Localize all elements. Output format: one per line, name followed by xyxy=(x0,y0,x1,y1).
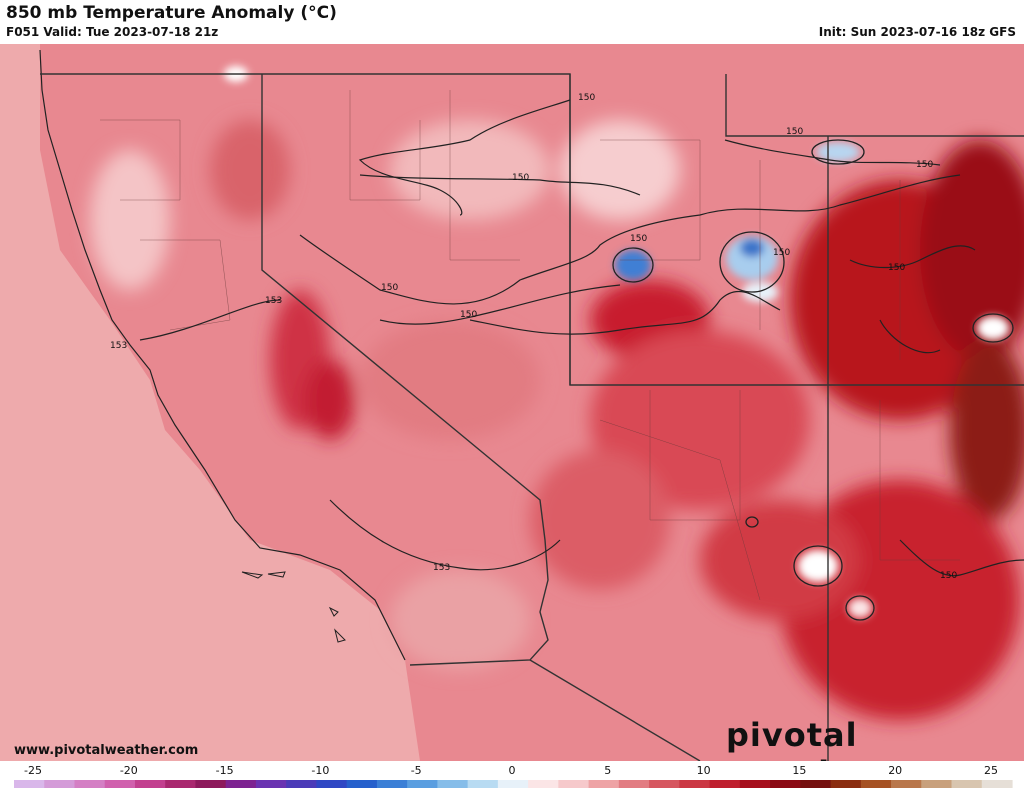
colorbar-swatch xyxy=(981,780,1013,788)
colorbar-tick-label: -25 xyxy=(24,764,42,777)
colorbar-swatch xyxy=(800,780,832,788)
contour-label: 150 xyxy=(786,127,803,137)
colorbar-swatch xyxy=(407,780,438,788)
colorbar-swatch xyxy=(921,780,953,788)
colorbar-swatch xyxy=(951,780,983,788)
channel-islands xyxy=(241,571,346,643)
colorbar-swatch xyxy=(467,780,499,788)
valid-time: F051 Valid: Tue 2023-07-18 21z xyxy=(6,25,219,39)
colorbar-swatch xyxy=(528,780,559,788)
map-title: 850 mb Temperature Anomaly (°C) xyxy=(6,3,337,23)
colorbar-swatch xyxy=(225,780,257,788)
colorbar-swatch xyxy=(376,780,408,788)
colorbar-swatch xyxy=(104,780,136,788)
colorbar-tick-label: 20 xyxy=(888,764,902,777)
colorbar-swatch xyxy=(558,780,590,788)
colorbar-swatch xyxy=(770,780,801,788)
colorbar-tick-label: -10 xyxy=(311,764,329,777)
contour-label: 150 xyxy=(916,160,933,170)
colorbar-tick-label: 15 xyxy=(792,764,806,777)
website-label: www.pivotalweather.com xyxy=(14,743,199,758)
colorbar-svg: -25 -20 -15 -10 -5 0 5 10 15 20 25 xyxy=(14,764,1013,788)
colorbar-swatch xyxy=(286,780,318,788)
map-header: 850 mb Temperature Anomaly (°C) F051 Val… xyxy=(0,0,1024,44)
colorbar-swatch xyxy=(346,780,378,788)
colorbar-swatch xyxy=(44,780,76,788)
colorbar-swatch xyxy=(14,780,45,788)
colorbar-swatch xyxy=(195,780,227,788)
colorbar-swatch xyxy=(316,780,348,788)
colorbar-tick-label: 10 xyxy=(697,764,711,777)
colorbar-tick-label: -5 xyxy=(411,764,422,777)
contour-label: 150 xyxy=(460,310,477,320)
anomaly-map: 150 150 150 150 150 150 150 150 150 153 … xyxy=(0,44,1024,761)
colorbar-tick-label: 0 xyxy=(509,764,516,777)
colorbar-tick-label: -15 xyxy=(216,764,234,777)
colorbar-tick-label: 25 xyxy=(984,764,998,777)
colorbar-tick-label: 5 xyxy=(604,764,611,777)
state-borders xyxy=(40,73,1024,761)
colorbar-swatch xyxy=(134,780,166,788)
colorbar-swatch xyxy=(437,780,469,788)
contour-label: 150 xyxy=(888,263,905,273)
colorbar-swatch xyxy=(739,780,771,788)
colorbar-swatch xyxy=(830,780,862,788)
colorbar-swatch xyxy=(497,780,529,788)
colorbar-swatch xyxy=(255,780,287,788)
colorbar-swatch xyxy=(74,780,106,788)
contour-label-group: 150 150 150 150 150 150 150 150 150 153 … xyxy=(110,93,933,573)
colorbar: -25 -20 -15 -10 -5 0 5 10 15 20 25 xyxy=(0,761,1024,791)
colorbar-swatch xyxy=(588,780,620,788)
colorbar-swatch xyxy=(891,780,922,788)
coastline xyxy=(39,49,406,661)
contour-label: 150 xyxy=(773,248,790,258)
colorbar-swatch xyxy=(860,780,892,788)
closed-contours xyxy=(612,139,1014,621)
colorbar-tick-label: -20 xyxy=(120,764,138,777)
colorbar-swatch xyxy=(679,780,711,788)
contour-label: 153 xyxy=(433,563,450,573)
colorbar-swatch xyxy=(618,780,650,788)
init-time: Init: Sun 2023-07-16 18z GFS xyxy=(818,25,1016,39)
contour-label: 150 xyxy=(630,234,647,244)
colorbar-swatch xyxy=(165,780,197,788)
contour-label: 150 xyxy=(381,283,398,293)
colorbar-swatch xyxy=(649,780,680,788)
county-lines xyxy=(100,90,960,601)
contour-lines xyxy=(139,99,1024,577)
contour-label: 150 xyxy=(512,173,529,183)
contour-label: 150 xyxy=(578,93,595,103)
contour-label: 153 xyxy=(265,296,282,306)
map-canvas: 150 150 150 150 150 150 150 150 150 153 … xyxy=(0,44,1024,761)
contour-label: 153 xyxy=(110,341,127,351)
colorbar-swatch xyxy=(709,780,741,788)
contour-label: 150 xyxy=(940,571,957,581)
